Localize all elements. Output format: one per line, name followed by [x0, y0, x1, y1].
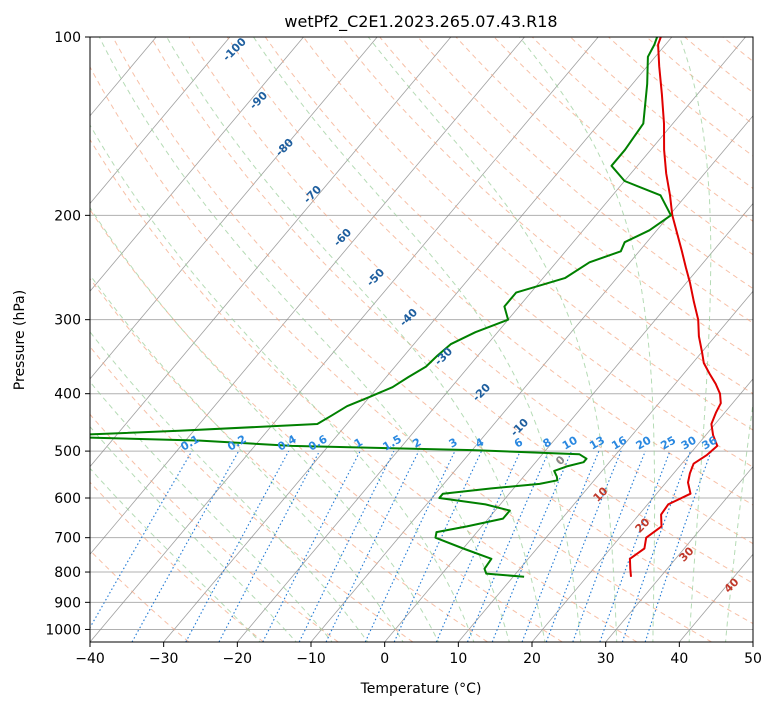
y-axis-label: Pressure (hPa)	[12, 290, 28, 390]
x-tick-label: 40	[670, 651, 688, 667]
dry-adiabat-line	[188, 37, 753, 545]
mixing-ratio-line	[621, 450, 692, 642]
isotherm-line	[237, 37, 746, 642]
dry-adiabat-line	[90, 208, 563, 642]
dry-adiabat-line	[340, 37, 753, 395]
moist-adiabat-line	[679, 37, 712, 642]
dry-adiabat-line	[226, 37, 753, 506]
isotherm-line	[605, 465, 753, 642]
y-tick-label: 100	[54, 30, 81, 46]
y-tick-label: 400	[54, 387, 81, 403]
dry-adiabat-line	[150, 37, 753, 584]
isotherm-line	[90, 37, 525, 555]
dry-adiabat-line	[302, 37, 753, 431]
moist-adiabat-line	[90, 206, 440, 642]
x-axis-label: Temperature (°C)	[360, 681, 482, 697]
isotherm-line	[163, 37, 673, 642]
mixing-ratio-line	[131, 450, 240, 642]
y-tick-label: 200	[54, 208, 81, 224]
mixing-ratio-line	[491, 450, 573, 642]
y-tick-label: 300	[54, 313, 81, 329]
axes: −40 −30 −20 −10 0 10 20 30 40 50 100 200 300 400 500 60…	[45, 30, 762, 667]
isotherm-line	[90, 37, 599, 642]
moist-adiabat-line	[90, 380, 333, 642]
dry-adiabat-line	[569, 37, 753, 190]
x-tick-label: −10	[296, 651, 326, 667]
dry-adiabat-line	[90, 277, 488, 642]
dry-adiabat-line	[90, 138, 638, 642]
x-tick-label: 0	[380, 651, 389, 667]
isotherm-line	[90, 37, 231, 205]
moist-adiabat-line	[90, 467, 261, 642]
dry-adiabat-line	[264, 37, 753, 468]
x-tick-label: −40	[75, 651, 105, 667]
moist-adiabat-line	[725, 400, 753, 642]
y-tick-label: 700	[54, 531, 81, 547]
mixing-ratio-line	[599, 450, 671, 642]
dry-adiabat-line	[531, 37, 753, 222]
moist-adiabat-line	[518, 37, 656, 642]
dry-adiabat-line	[90, 413, 339, 642]
dry-adiabat-line	[90, 345, 414, 642]
temperature-trace	[628, 37, 722, 577]
mixing-ratio-line	[435, 450, 521, 642]
mixing-ratio-line	[298, 450, 395, 642]
isotherm-line	[90, 37, 378, 380]
moist-adiabat-line	[90, 124, 475, 642]
y-tick-label: 500	[54, 444, 81, 460]
isotherm-line	[458, 290, 753, 642]
mixing-ratio-line	[466, 450, 550, 642]
y-tick-label: 800	[54, 565, 81, 581]
y-tick-label: 1000	[45, 622, 81, 638]
x-tick-label: 50	[744, 651, 762, 667]
sounding-traces	[90, 37, 722, 578]
isotherm-line	[752, 641, 753, 642]
mixing-ratio-line	[521, 450, 600, 642]
isotherm-line	[310, 115, 753, 642]
mixing-ratio-line	[262, 450, 361, 642]
dry-adiabat-line	[112, 37, 753, 625]
isotherm-line	[90, 37, 452, 468]
mixing-ratio-line	[572, 450, 646, 642]
dewpoint-trace	[90, 37, 672, 578]
moist-adiabat-line	[90, 331, 369, 642]
mixing-ratio-line	[185, 450, 290, 642]
dry-adiabat-line	[768, 12, 775, 642]
chart-title: wetPf2_C2E1.2023.265.07.43.R18	[284, 12, 557, 32]
isotherm-line	[384, 202, 753, 642]
mixing-ratio-line	[644, 450, 712, 642]
isotherm-line	[0, 37, 9, 642]
moist-adiabat-line	[98, 37, 510, 642]
mixing-ratio-line	[218, 450, 320, 642]
y-tick-label: 900	[54, 595, 81, 611]
x-tick-label: −30	[149, 651, 179, 667]
dry-adiabat-line	[379, 37, 753, 359]
x-tick-label: 30	[597, 651, 615, 667]
x-tick-label: 10	[449, 651, 467, 667]
mixing-ratio-line	[545, 450, 622, 642]
plot-area	[90, 37, 753, 642]
x-tick-label: −20	[223, 651, 253, 667]
moist-adiabat-line	[367, 37, 618, 642]
dry-adiabat-line	[90, 65, 712, 642]
moist-adiabat-line	[90, 425, 297, 642]
moist-adiabat-line	[90, 274, 404, 642]
plot-frame	[89, 36, 754, 643]
isotherm-line	[531, 378, 753, 642]
isotherm-line	[90, 37, 304, 292]
x-tick-label: 20	[523, 651, 541, 667]
y-tick-label: 600	[54, 491, 81, 507]
